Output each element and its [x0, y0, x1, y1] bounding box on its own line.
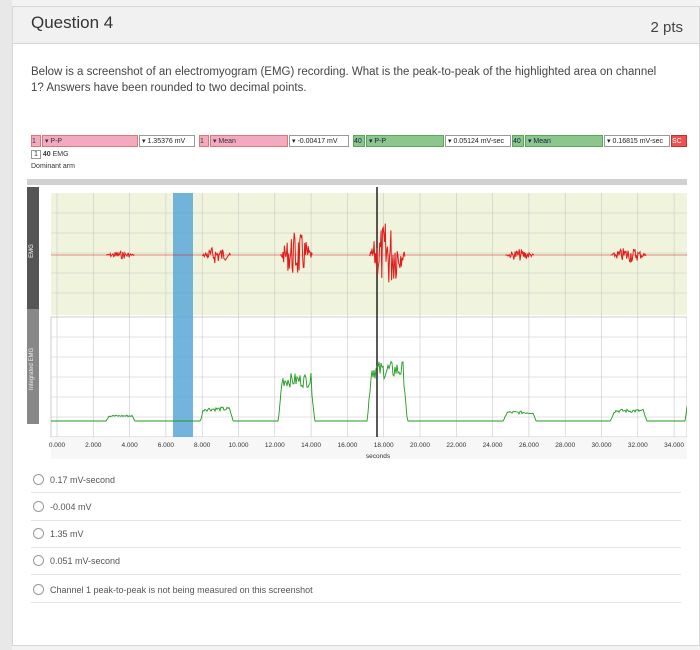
measure-channel-2: 1 — [199, 135, 209, 147]
x-tick-label: 24.000 — [483, 442, 503, 449]
option-2[interactable]: -0.004 mV — [33, 501, 92, 512]
channel-info-row: 1 40 EMG — [31, 150, 69, 159]
option-2-label: -0.004 mV — [50, 501, 92, 512]
measure-type-4: ▾ Mean — [525, 135, 603, 147]
measure-value-2: ▾ -0.00417 mV — [289, 135, 349, 147]
measure-type-3: ▾ P-P — [366, 135, 444, 147]
measure-type-4-label: Mean — [533, 138, 551, 145]
option-5-label: Channel 1 peak-to-peak is not being meas… — [50, 584, 313, 595]
measure-type-2-label: Mean — [218, 138, 236, 145]
option-divider — [31, 574, 681, 575]
option-3-label: 1.35 mV — [50, 528, 84, 539]
measure-type-1-label: P-P — [50, 138, 63, 145]
emg-burst — [106, 250, 135, 260]
measure-value-3: ▾ 0.05124 mV-sec — [445, 135, 511, 147]
channel-number-box: 1 — [31, 150, 41, 159]
x-tick-label: 34.000 — [664, 442, 684, 449]
channel-2-sidebar — [27, 309, 39, 424]
measure-value-1: ▾ 1.35376 mV — [139, 135, 195, 147]
emg-burst — [610, 248, 647, 264]
channel-1-sidebar — [27, 187, 39, 309]
option-4[interactable]: 0.051 mV-second — [33, 555, 120, 566]
question-text: Below is a screenshot of an electromyogr… — [31, 66, 657, 94]
option-4-label: 0.051 mV-second — [50, 555, 121, 566]
x-tick-label: 4.000 — [121, 442, 138, 449]
measure-type-2: ▾ Mean — [210, 135, 288, 147]
option-1-label: 0.17 mV-second — [50, 474, 116, 485]
integrated-emg-trace — [51, 360, 687, 422]
emg-screenshot: 1 ▾ P-P ▾ 1.35376 mV 1 ▾ Mean ▾ -0.00417… — [27, 131, 687, 459]
question-header: Question 4 2 pts — [13, 7, 699, 44]
emg-burst — [280, 232, 313, 273]
x-tick-label: 12.000 — [265, 442, 285, 449]
x-tick-label: 2.000 — [85, 442, 102, 449]
channel-2-side-label: Integrated EMG — [29, 347, 35, 390]
option-divider — [31, 547, 681, 548]
channel-1-area — [51, 193, 687, 315]
x-tick-label: 14.000 — [301, 442, 321, 449]
x-tick-label: 6.000 — [158, 442, 175, 449]
x-tick-label: 30.000 — [592, 442, 612, 449]
channel-number: 40 — [42, 151, 51, 158]
measure-type-1: ▾ P-P — [42, 135, 138, 147]
option-divider — [31, 520, 681, 521]
x-tick-label: 10.000 — [229, 442, 249, 449]
x-tick-label: 0.000 — [49, 442, 66, 449]
measure-channel-3: 40 — [353, 135, 365, 147]
measure-value-4-text: 0.16815 mV-sec — [612, 138, 664, 145]
radio-1[interactable] — [33, 474, 44, 485]
grid-lines — [51, 193, 687, 437]
emg-burst — [505, 249, 535, 261]
option-5[interactable]: Channel 1 peak-to-peak is not being meas… — [33, 584, 313, 595]
x-axis-unit: seconds — [366, 453, 391, 459]
x-tick-label: 26.000 — [519, 442, 539, 449]
question-title: Question 4 — [31, 13, 114, 32]
x-axis-ticks: 0.000 2.000 4.000 6.000 8.000 10.000 12.000 14.… — [49, 442, 685, 449]
question-card: Question 4 2 pts Below is a screenshot o… — [12, 6, 700, 646]
highlight-region — [173, 193, 193, 437]
measure-sc: SC — [671, 135, 687, 147]
page-left-edge — [0, 0, 12, 650]
x-tick-label: 18.000 — [374, 442, 394, 449]
option-divider — [31, 602, 681, 603]
x-tick-label: 8.000 — [194, 442, 211, 449]
radio-3[interactable] — [33, 528, 44, 539]
option-3[interactable]: 1.35 mV — [33, 528, 84, 539]
option-1[interactable]: 0.17 mV-second — [33, 474, 115, 485]
question-points: 2 pts — [650, 19, 683, 36]
emg-burst — [201, 246, 232, 264]
x-tick-label: 16.000 — [337, 442, 357, 449]
measure-value-2-text: -0.00417 mV — [297, 138, 338, 145]
radio-2[interactable] — [33, 501, 44, 512]
channel-description: Dominant arm — [31, 163, 75, 170]
channel-1-side-label: EMG — [29, 244, 35, 258]
plot-top-bar — [27, 179, 687, 185]
x-tick-label: 28.000 — [555, 442, 575, 449]
radio-4[interactable] — [33, 555, 44, 566]
radio-5[interactable] — [33, 584, 44, 595]
measure-channel-4: 40 — [512, 135, 524, 147]
x-tick-label: 20.000 — [410, 442, 430, 449]
integrated-path — [51, 360, 687, 422]
channel-label: EMG — [52, 151, 69, 158]
measure-value-3-text: 0.05124 mV-sec — [453, 138, 505, 145]
measure-value-1-text: 1.35376 mV — [147, 138, 186, 145]
emg-trace — [51, 223, 687, 283]
emg-burst — [368, 223, 406, 283]
x-axis-bar — [51, 437, 687, 459]
option-divider — [31, 492, 681, 493]
x-tick-label: 22.000 — [446, 442, 466, 449]
measure-channel-1: 1 — [31, 135, 41, 147]
x-tick-label: 32.000 — [628, 442, 648, 449]
emg-plot: EMG Integrated EMG 0.000 2.000 4.000 6.000 8… — [27, 179, 687, 459]
measure-value-4: ▾ 0.16815 mV-sec — [604, 135, 670, 147]
measure-type-3-label: P-P — [374, 138, 387, 145]
